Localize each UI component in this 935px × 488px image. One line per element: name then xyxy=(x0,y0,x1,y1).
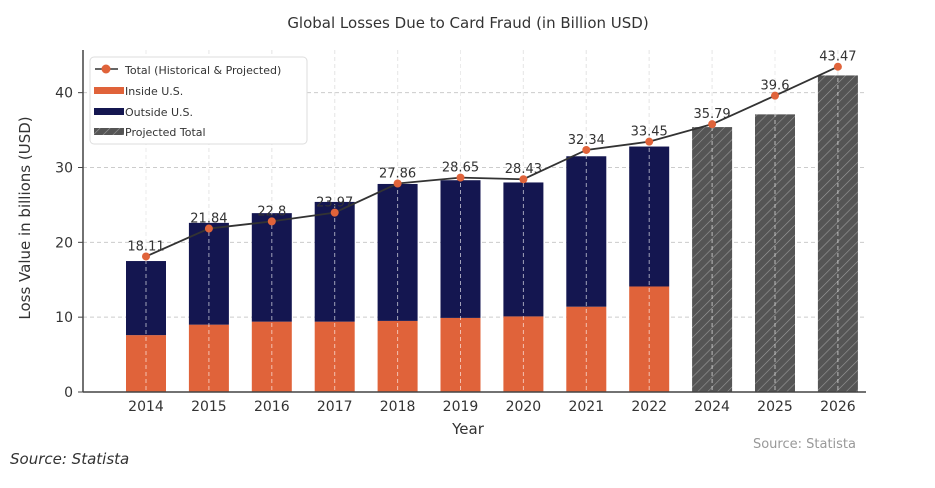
bars xyxy=(126,50,858,393)
bar-inside-us xyxy=(126,335,166,392)
x-tick-label: 2018 xyxy=(380,399,416,415)
total-point xyxy=(582,145,591,154)
total-point xyxy=(204,224,213,233)
total-point xyxy=(645,137,654,146)
legend-label-projected: Projected Total xyxy=(125,126,206,139)
y-tick-label: 30 xyxy=(55,160,73,176)
total-point xyxy=(393,179,402,188)
total-point xyxy=(267,217,276,226)
legend-label-outside: Outside U.S. xyxy=(125,106,193,119)
legend-swatch-inside xyxy=(94,87,124,94)
source-annotation: Source: Statista xyxy=(753,437,856,452)
total-data-label: 18.11 xyxy=(127,239,164,254)
total-data-label: 21.84 xyxy=(190,212,227,227)
y-tick-label: 0 xyxy=(64,385,73,401)
total-point xyxy=(833,62,842,71)
axes: 0 10 20 30 40 2014 2015 2016 2017 2018 2019 2020 202… xyxy=(55,50,866,415)
chart-title: Global Losses Due to Card Fraud (in Bill… xyxy=(287,14,648,32)
bar-inside-us xyxy=(566,306,607,392)
total-point xyxy=(519,175,528,184)
total-data-label: 28.43 xyxy=(505,162,542,177)
total-line-path xyxy=(145,65,839,258)
x-tick-label: 2019 xyxy=(443,399,479,415)
total-data-label: 28.65 xyxy=(442,161,479,176)
x-tick-label: 2021 xyxy=(568,399,604,415)
y-tick-label: 10 xyxy=(55,310,73,326)
total-point xyxy=(708,120,717,129)
x-axis-label: Year xyxy=(451,420,485,438)
total-data-label: 23.97 xyxy=(316,196,353,211)
total-data-label: 32.34 xyxy=(568,133,605,148)
total-point xyxy=(771,91,779,100)
total-point xyxy=(456,173,465,182)
total-line: 18.11 21.84 22.8 23.97 27.86 28.65 28.43 32.34 3… xyxy=(127,50,857,261)
total-data-label: 33.45 xyxy=(631,125,668,140)
x-tick-label: 2016 xyxy=(254,399,290,415)
y-axis-label: Loss Value in billions (USD) xyxy=(16,116,34,319)
total-data-label: 39.6 xyxy=(761,79,790,94)
x-tick-label: 2014 xyxy=(128,399,164,415)
total-data-label: 27.86 xyxy=(379,167,416,182)
footer-source: Source: Statista xyxy=(10,450,130,468)
total-data-label: 22.8 xyxy=(257,204,286,219)
legend: Total (Historical & Projected) Inside U.… xyxy=(89,56,308,145)
bar-outside-us xyxy=(629,146,670,287)
total-data-label: 35.79 xyxy=(693,107,730,122)
x-tick-label: 2025 xyxy=(757,399,793,415)
x-tick-label: 2015 xyxy=(191,399,227,415)
total-data-label: 43.47 xyxy=(819,50,856,65)
x-tick-label: 2017 xyxy=(317,399,353,415)
y-tick-label: 40 xyxy=(55,86,73,102)
legend-label-total: Total (Historical & Projected) xyxy=(124,64,281,77)
x-tick-label: 2020 xyxy=(506,399,542,415)
legend-swatch-outside xyxy=(94,108,124,115)
legend-label-inside: Inside U.S. xyxy=(125,85,183,98)
y-tick-label: 20 xyxy=(55,235,73,251)
x-tick-label: 2024 xyxy=(694,399,730,415)
total-point xyxy=(142,252,150,261)
legend-swatch-projected xyxy=(94,128,124,135)
x-tick-label: 2026 xyxy=(820,399,856,415)
total-point xyxy=(330,208,339,217)
x-tick-label: 2022 xyxy=(631,399,667,415)
legend-marker-total xyxy=(101,64,111,74)
